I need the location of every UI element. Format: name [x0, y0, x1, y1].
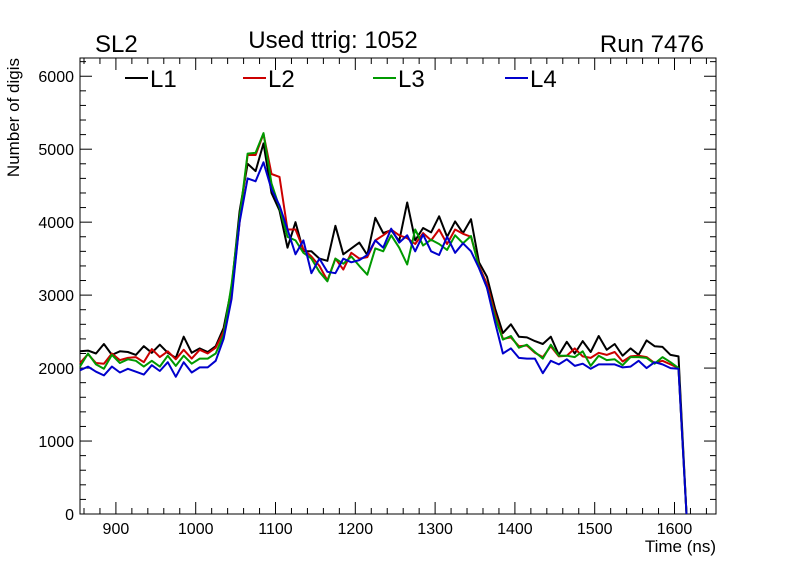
y-tick-label: 0: [65, 507, 74, 524]
y-axis-label: Number of digis: [4, 58, 23, 177]
x-axis-label: Time (ns): [645, 537, 716, 556]
x-tick-label: 1200: [338, 521, 374, 538]
axes: 900 1000 1100 1200 1300 1400 1500 1600 0 1000 2000…: [38, 58, 716, 538]
legend-label-l4: L4: [530, 66, 557, 93]
x-tick-label: 1600: [657, 521, 693, 538]
x-tick-label: 1100: [258, 521, 293, 538]
x-tick-label: 1400: [497, 521, 533, 538]
series-line-l1: [79, 142, 688, 515]
series-layer: [79, 132, 688, 515]
chart-title: Used ttrig: 1052: [248, 27, 417, 54]
y-tick-label: 5000: [38, 142, 74, 159]
series-line-l2: [79, 132, 688, 515]
legend-label-l3: L3: [398, 66, 425, 93]
series-line-l3: [79, 132, 688, 515]
legend: L1 L2 L3 L4: [125, 66, 557, 93]
legend-label-l2: L2: [268, 66, 295, 93]
run-label: Run 7476: [600, 31, 704, 58]
y-tick-label: 2000: [38, 361, 74, 378]
x-tick-label: 1300: [417, 521, 453, 538]
plot-frame: [79, 57, 717, 515]
y-tick-label: 6000: [38, 69, 74, 86]
x-tick-label: 1500: [577, 521, 613, 538]
x-tick-label: 900: [103, 521, 130, 538]
y-tick-label: 1000: [38, 434, 74, 451]
y-tick-label: 4000: [38, 215, 74, 232]
legend-label-l1: L1: [150, 66, 177, 93]
series-line-l4: [79, 161, 688, 515]
superlayer-label: SL2: [95, 31, 138, 58]
y-tick-label: 3000: [38, 288, 74, 305]
x-tick-label: 1000: [178, 521, 214, 538]
